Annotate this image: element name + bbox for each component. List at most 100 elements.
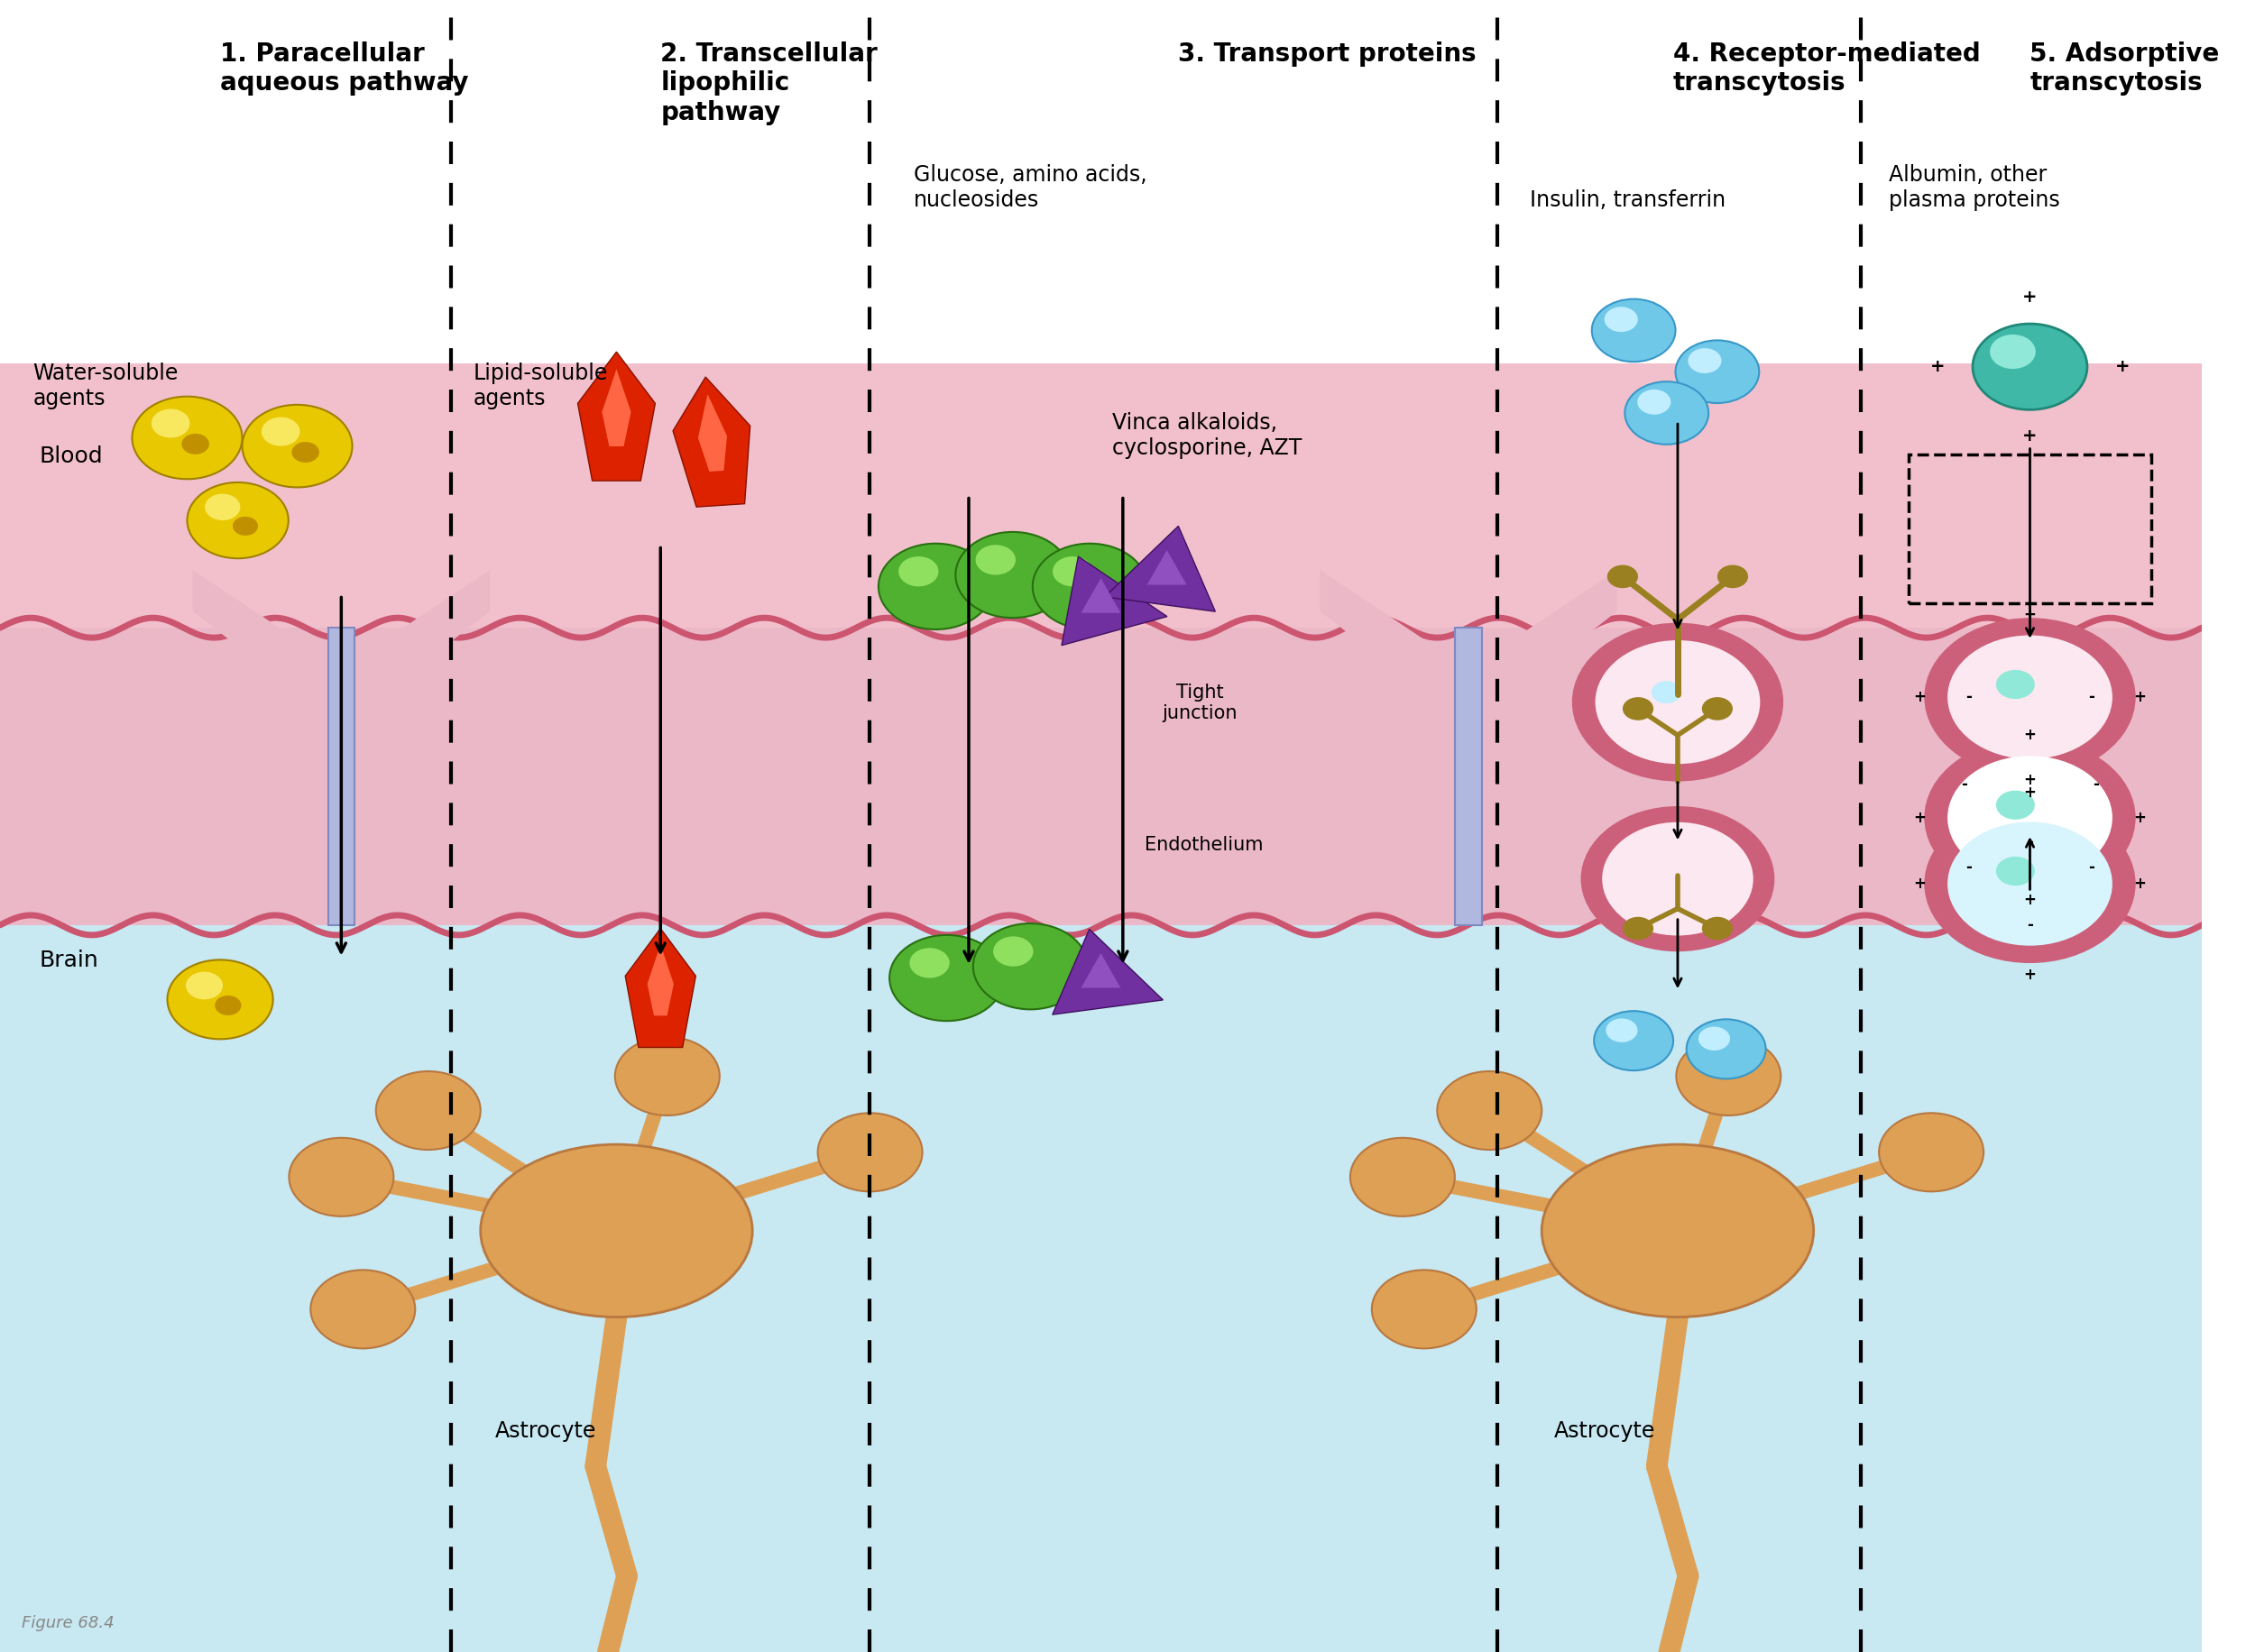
Circle shape [1626,382,1709,444]
Text: Vinca alkaloids,
cyclosporine, AZT: Vinca alkaloids, cyclosporine, AZT [1112,411,1301,459]
Text: Tight
junction: Tight junction [1164,684,1238,722]
Polygon shape [1080,953,1121,988]
Circle shape [1982,661,2079,733]
Polygon shape [672,377,751,507]
Circle shape [1982,781,2079,854]
Text: Insulin, transferrin: Insulin, transferrin [1531,190,1725,211]
Circle shape [1624,917,1653,940]
Text: -: - [1964,689,1971,705]
Circle shape [241,405,352,487]
Text: +: + [2023,785,2036,801]
Text: Figure 68.4: Figure 68.4 [23,1614,115,1631]
Text: Lipid-soluble
agents: Lipid-soluble agents [474,362,609,410]
Text: -: - [2088,689,2095,705]
Circle shape [1675,1037,1781,1115]
Circle shape [1581,806,1775,952]
Circle shape [232,517,257,535]
Circle shape [1651,681,1682,704]
Circle shape [1924,805,2135,963]
Polygon shape [1319,570,1617,727]
Polygon shape [577,352,656,481]
Text: +: + [2023,606,2036,623]
Circle shape [1053,557,1094,586]
Circle shape [205,494,241,520]
Polygon shape [1053,928,1164,1014]
Polygon shape [1105,525,1215,611]
Text: +: + [2133,689,2147,705]
Circle shape [187,482,289,558]
Circle shape [1606,1018,1637,1042]
Circle shape [1624,697,1653,720]
Circle shape [1698,1028,1730,1051]
Text: -: - [2093,776,2099,793]
Polygon shape [1148,550,1186,585]
Circle shape [1703,917,1732,940]
Circle shape [185,971,223,999]
Circle shape [1592,299,1675,362]
Text: 5. Adsorptive
transcytosis: 5. Adsorptive transcytosis [2030,41,2219,96]
Text: 3. Transport proteins: 3. Transport proteins [1177,41,1477,66]
Text: +: + [2023,771,2036,788]
Text: Blood: Blood [41,446,104,468]
Text: -: - [1964,859,1971,876]
Circle shape [1572,623,1784,781]
Circle shape [1637,390,1671,415]
Circle shape [133,396,241,479]
Text: +: + [2023,289,2036,306]
Circle shape [1973,324,2088,410]
Circle shape [1371,1270,1477,1348]
Text: Water-soluble
agents: Water-soluble agents [34,362,178,410]
Text: Glucose, amino acids,
nucleosides: Glucose, amino acids, nucleosides [913,164,1148,211]
Bar [0,363,2201,628]
Circle shape [1989,334,2036,368]
Text: +: + [1930,358,1944,375]
Text: Endothelium: Endothelium [1146,836,1263,854]
Circle shape [879,544,992,629]
Circle shape [976,545,1015,575]
Circle shape [167,960,273,1039]
Circle shape [1687,1019,1766,1079]
Circle shape [819,1113,922,1191]
Circle shape [992,937,1033,966]
Text: +: + [2023,727,2036,743]
Circle shape [1948,823,2113,945]
Circle shape [616,1037,719,1115]
Text: Astrocyte: Astrocyte [1554,1421,1655,1442]
Text: +: + [2023,428,2036,444]
Circle shape [311,1270,415,1348]
Polygon shape [625,928,697,1047]
Circle shape [1594,641,1761,763]
Circle shape [1603,307,1637,332]
Circle shape [1601,823,1752,935]
Circle shape [289,1138,395,1216]
Circle shape [1878,1113,1984,1191]
Text: 2. Transcellular
lipophilic
pathway: 2. Transcellular lipophilic pathway [661,41,877,126]
Circle shape [1924,738,2135,897]
Circle shape [888,935,1003,1021]
Ellipse shape [480,1145,753,1317]
Text: Astrocyte: Astrocyte [496,1421,598,1442]
Circle shape [262,416,300,446]
Polygon shape [647,945,674,1016]
Text: -: - [2027,917,2034,933]
Text: +: + [2133,876,2147,892]
Circle shape [1996,790,2034,819]
Text: -: - [2088,859,2095,876]
Circle shape [1703,697,1732,720]
Bar [1454,628,1482,925]
Circle shape [974,923,1087,1009]
Bar [327,628,354,925]
Circle shape [1996,671,2034,699]
Text: +: + [1914,876,1926,892]
Circle shape [956,532,1071,618]
Circle shape [183,434,210,454]
Polygon shape [1080,578,1121,613]
Circle shape [1675,340,1759,403]
Bar [0,0,2201,363]
Circle shape [1996,857,2034,885]
Circle shape [1924,618,2135,776]
Circle shape [1351,1138,1454,1216]
Text: +: + [2115,358,2131,375]
Circle shape [1608,565,1637,588]
Circle shape [1982,847,2079,920]
